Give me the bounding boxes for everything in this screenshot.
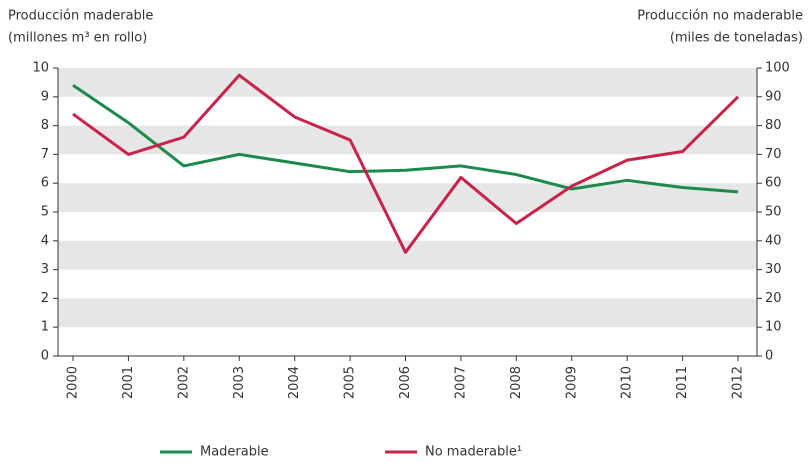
y-tick-label: 5 — [41, 205, 49, 220]
y2-tick-label: 10 — [765, 320, 782, 335]
x-tick-label: 2012 — [731, 366, 746, 399]
y2-tick-label: 100 — [765, 61, 790, 76]
y2-tick-label: 0 — [765, 349, 773, 364]
x-tick-label: 2006 — [398, 366, 413, 399]
x-tick-label: 2007 — [453, 366, 468, 399]
y-axis-label: Producción maderable — [8, 9, 153, 24]
y2-tick-label: 30 — [765, 262, 782, 277]
grid-band — [58, 240, 757, 270]
x-tick-label: 2004 — [287, 366, 302, 399]
y-axis-label: (millones m³ en rollo) — [8, 31, 147, 46]
y2-tick-label: 40 — [765, 233, 782, 248]
y2-tick-label: 60 — [765, 176, 782, 191]
legend-label: Maderable — [200, 445, 269, 460]
y-tick-label: 0 — [41, 349, 49, 364]
grid-band — [58, 68, 757, 97]
x-tick-label: 2010 — [620, 366, 635, 399]
y2-axis-label: (miles de toneladas) — [670, 31, 803, 46]
series-line — [72, 73, 740, 254]
grid-band — [58, 298, 757, 328]
y-tick-label: 7 — [41, 147, 49, 162]
legend-label: No maderable¹ — [425, 445, 522, 460]
y-tick-label: 6 — [41, 176, 49, 191]
x-tick-label: 2002 — [176, 366, 191, 399]
x-tick-label: 2009 — [564, 366, 579, 399]
y2-tick-label: 90 — [765, 89, 782, 104]
y-tick-label: 3 — [41, 262, 49, 277]
y2-tick-label: 80 — [765, 118, 782, 133]
y2-axis-label: Producción no maderable — [637, 9, 803, 24]
y-tick-label: 4 — [41, 233, 49, 248]
x-tick-label: 2005 — [343, 366, 358, 399]
x-tick-label: 2003 — [232, 366, 247, 399]
x-tick-label: 2011 — [675, 366, 690, 399]
x-tick-label: 2001 — [121, 366, 136, 399]
y-tick-label: 8 — [41, 118, 49, 133]
grid-band — [58, 183, 757, 212]
y-tick-label: 1 — [41, 320, 49, 335]
y2-tick-label: 20 — [765, 291, 782, 306]
y-tick-label: 2 — [41, 291, 49, 306]
y-tick-label: 9 — [41, 89, 49, 104]
y-tick-label: 10 — [32, 61, 49, 76]
y2-tick-label: 50 — [765, 205, 782, 220]
y2-tick-label: 70 — [765, 147, 782, 162]
x-tick-label: 2008 — [509, 366, 524, 399]
x-tick-label: 2000 — [66, 366, 81, 399]
series-line — [72, 84, 739, 194]
